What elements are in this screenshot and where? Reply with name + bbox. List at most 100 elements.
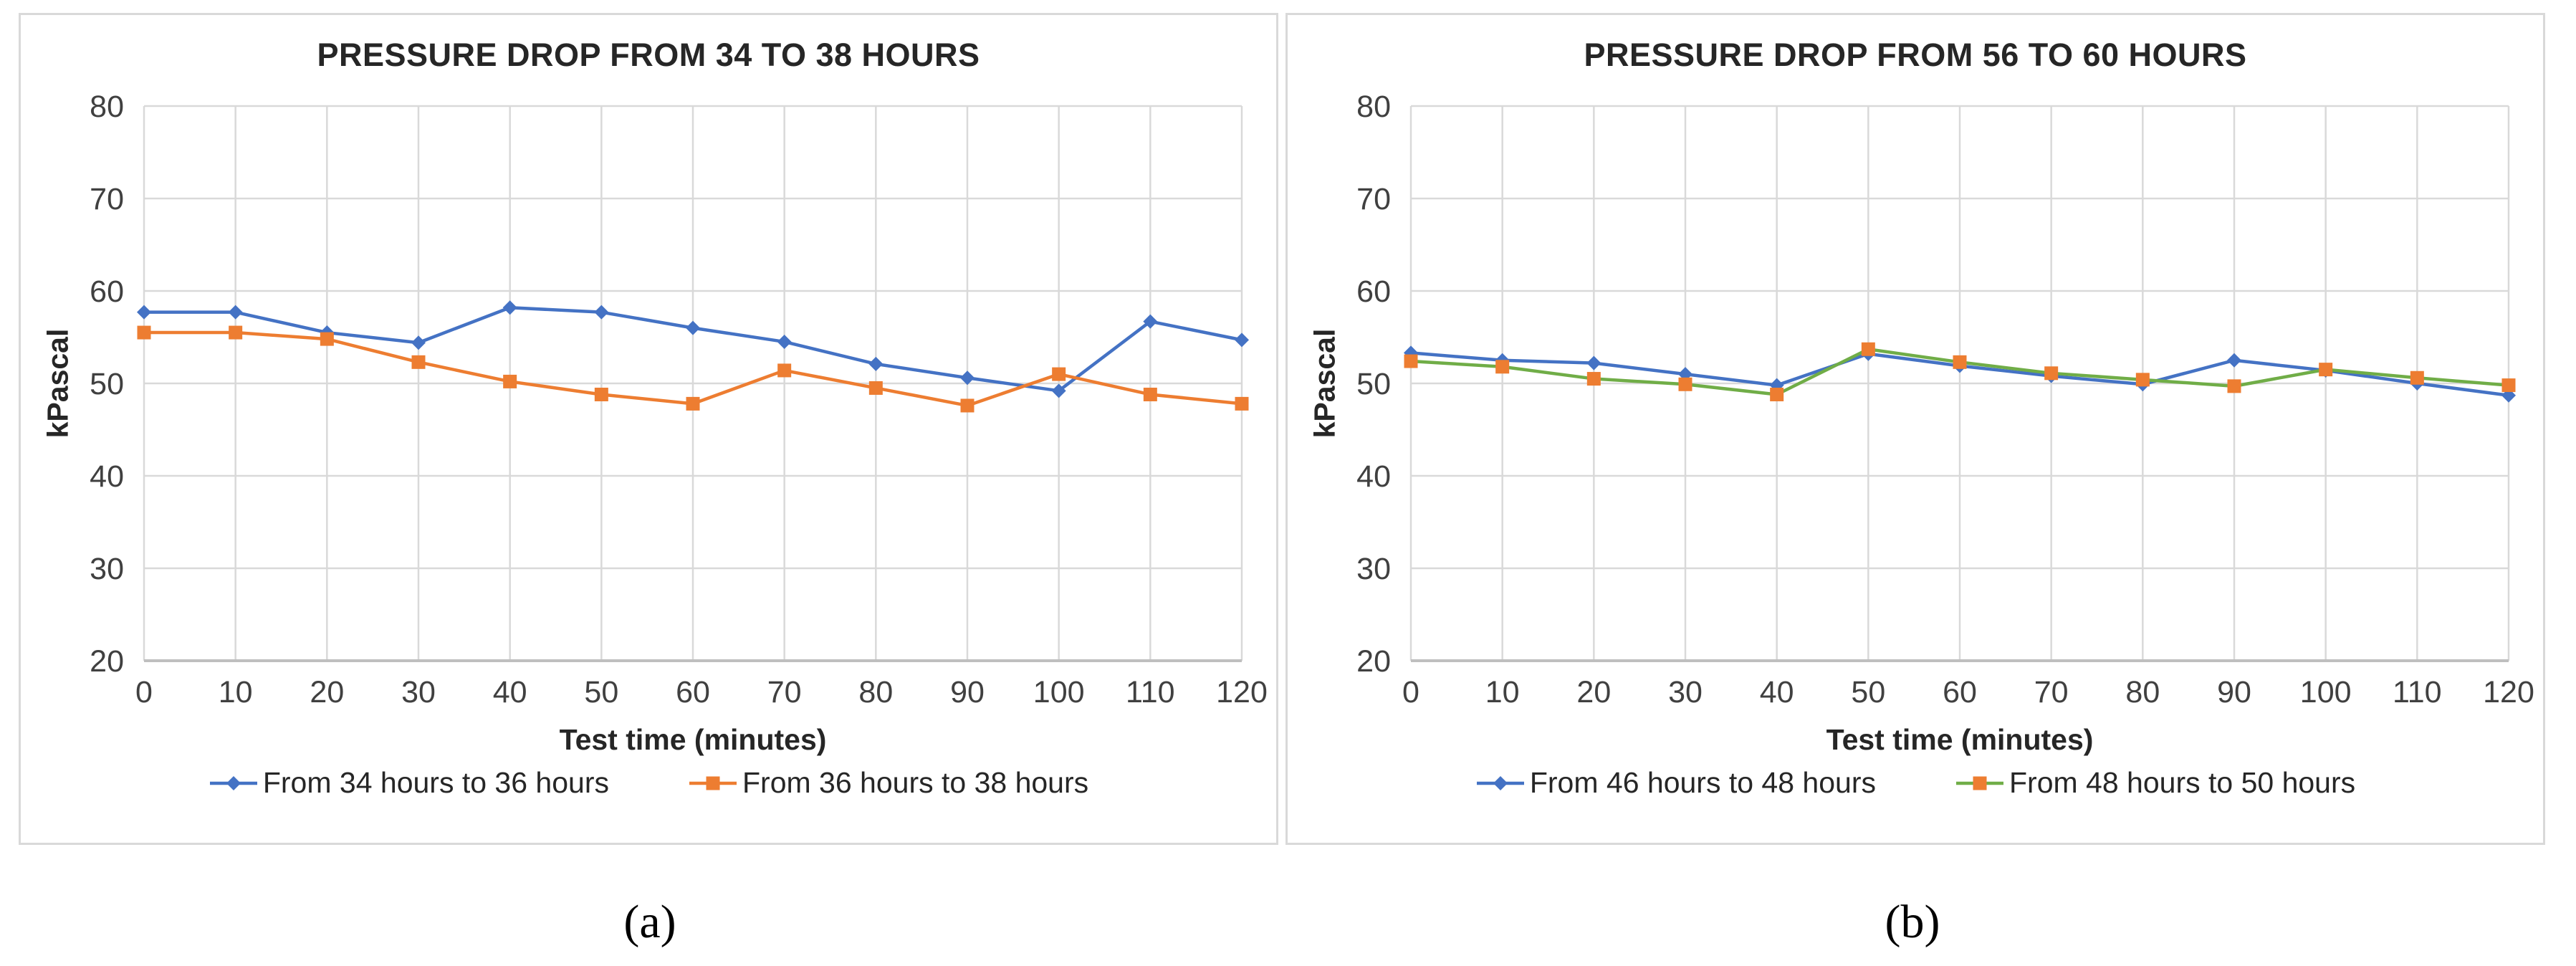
y-tick-label: 40 — [1356, 459, 1391, 494]
y-tick-label: 30 — [1356, 552, 1391, 586]
data-point-marker — [1770, 387, 1784, 401]
legend-label: From 46 hours to 48 hours — [1529, 766, 1876, 799]
chart-title-b: PRESSURE DROP FROM 56 TO 60 HOURS — [1584, 37, 2247, 73]
y-tick-label: 80 — [1356, 90, 1391, 124]
x-axis-title-b: Test time (minutes) — [1826, 723, 2094, 756]
x-tick-label: 20 — [310, 675, 344, 709]
legend-marker-icon — [689, 776, 737, 790]
data-point-marker — [960, 370, 975, 386]
data-point-marker — [1861, 342, 1875, 356]
data-point-marker — [2044, 366, 2059, 381]
data-point-marker — [229, 325, 243, 340]
x-tick-label: 90 — [950, 675, 985, 709]
x-tick-label: 80 — [2125, 675, 2160, 709]
data-point-marker — [594, 305, 609, 320]
legend-item: From 36 hours to 38 hours — [688, 766, 1088, 800]
chart-title-a: PRESSURE DROP FROM 34 TO 38 HOURS — [317, 37, 980, 73]
legend-a: From 34 hours to 36 hours From 36 hours t… — [21, 766, 1276, 800]
legend-marker — [226, 775, 241, 790]
data-point-marker — [1678, 377, 1692, 391]
y-tick-label: 60 — [90, 274, 124, 309]
data-point-marker — [502, 300, 517, 315]
data-point-marker — [1143, 387, 1157, 401]
legend-label: From 34 hours to 36 hours — [262, 766, 609, 799]
y-tick-label: 40 — [90, 459, 124, 494]
legend-marker — [1973, 776, 1987, 790]
x-axis-title-a: Test time (minutes) — [559, 723, 827, 756]
x-tick-label: 0 — [135, 675, 153, 709]
x-tick-label: 120 — [1216, 675, 1268, 709]
data-point-marker — [1495, 360, 1510, 374]
chart-panel-b: PRESSURE DROP FROM 56 TO 60 HOURS 20 30 40… — [1285, 13, 2545, 845]
x-tick-label: 40 — [493, 675, 527, 709]
y-axis-title-b: kPascal — [1308, 328, 1341, 439]
x-tick-label: 100 — [1033, 675, 1085, 709]
data-point-marker — [228, 305, 243, 320]
data-point-marker — [411, 335, 426, 350]
x-tick-label: 30 — [1668, 675, 1703, 709]
x-tick-label: 120 — [2483, 675, 2534, 709]
y-tick-label: 70 — [90, 182, 124, 216]
legend-marker-icon — [209, 775, 257, 790]
y-tick-label: 20 — [1356, 644, 1391, 679]
data-point-marker — [777, 334, 792, 349]
data-point-marker — [2227, 353, 2241, 368]
legend-item: From 48 hours to 50 hours — [1955, 766, 2355, 800]
data-point-marker — [2410, 370, 2424, 385]
x-tick-label: 70 — [2034, 675, 2069, 709]
data-point-marker — [868, 356, 884, 371]
x-tick-label: 100 — [2300, 675, 2352, 709]
data-point-marker — [1586, 372, 1601, 386]
x-tick-label: 10 — [219, 675, 253, 709]
data-point-marker — [411, 355, 426, 369]
data-point-marker — [1235, 333, 1249, 348]
legend-label: From 48 hours to 50 hours — [2009, 766, 2356, 799]
x-tick-label: 60 — [676, 675, 710, 709]
chart-panel-a: PRESSURE DROP FROM 34 TO 38 HOURS 20 30 40… — [19, 13, 1278, 845]
data-point-marker — [960, 398, 975, 413]
y-tick-label: 30 — [90, 552, 124, 586]
legend-marker-icon — [1956, 776, 2003, 790]
data-point-marker — [320, 332, 334, 346]
x-tick-label: 20 — [1576, 675, 1611, 709]
y-tick-label: 20 — [90, 644, 124, 679]
x-tick-label: 50 — [584, 675, 618, 709]
data-point-marker — [1052, 367, 1066, 381]
y-tick-label: 60 — [1356, 274, 1391, 309]
y-axis-title-a: kPascal — [41, 328, 75, 439]
data-point-marker — [1404, 354, 1418, 368]
data-point-marker — [1953, 355, 1967, 369]
x-tick-label: 30 — [401, 675, 436, 709]
x-tick-label: 70 — [767, 675, 802, 709]
legend-item: From 34 hours to 36 hours — [209, 766, 609, 800]
data-point-marker — [2501, 378, 2516, 393]
legend-marker — [1493, 775, 1508, 790]
data-point-marker — [868, 381, 883, 395]
data-point-marker — [1235, 396, 1249, 411]
data-point-marker — [2319, 363, 2333, 377]
x-tick-label: 80 — [858, 675, 893, 709]
figure-captions: (a) (b) — [0, 845, 2576, 950]
figure-panels: PRESSURE DROP FROM 34 TO 38 HOURS 20 30 40… — [19, 13, 2545, 845]
legend-label: From 36 hours to 38 hours — [742, 766, 1089, 799]
y-tick-label: 70 — [1356, 182, 1391, 216]
x-tick-label: 10 — [1485, 675, 1520, 709]
data-point-marker — [137, 305, 151, 320]
data-point-marker — [777, 363, 792, 378]
y-tick-label: 80 — [90, 90, 124, 124]
x-tick-label: 40 — [1760, 675, 1794, 709]
data-point-marker — [594, 387, 608, 401]
x-tick-label: 50 — [1851, 675, 1885, 709]
data-point-marker — [686, 320, 700, 335]
data-point-marker — [1051, 383, 1066, 398]
x-tick-label: 60 — [1943, 675, 1977, 709]
x-tick-label: 90 — [2217, 675, 2251, 709]
legend-marker — [706, 776, 720, 790]
legend-item: From 46 hours to 48 hours — [1475, 766, 1876, 800]
data-point-marker — [2135, 373, 2150, 387]
data-point-marker — [503, 374, 517, 388]
data-point-marker — [1143, 314, 1158, 329]
x-tick-label: 0 — [1402, 675, 1419, 709]
y-tick-label: 50 — [90, 367, 124, 401]
data-point-marker — [686, 396, 700, 411]
